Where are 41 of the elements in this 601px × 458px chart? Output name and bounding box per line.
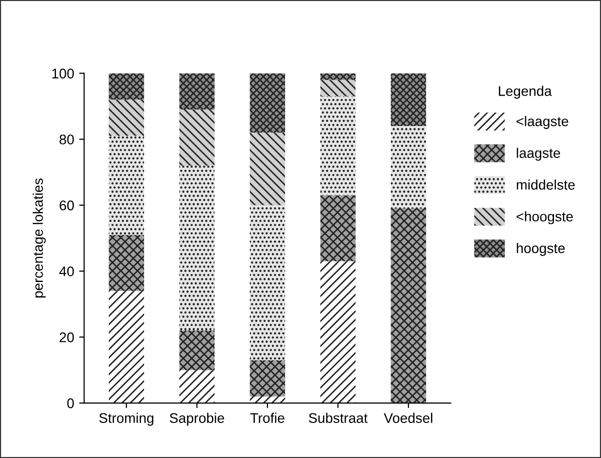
x-tick-label: Saprobie bbox=[170, 412, 224, 426]
bar bbox=[108, 136, 144, 235]
legend-label: middelste bbox=[516, 179, 575, 190]
y-tick-label: 20 bbox=[60, 332, 74, 342]
bar bbox=[250, 396, 286, 404]
bar bbox=[179, 110, 215, 166]
bar bbox=[179, 370, 215, 404]
bar bbox=[250, 132, 286, 206]
bar bbox=[320, 195, 356, 262]
bar bbox=[390, 73, 426, 126]
bar bbox=[108, 290, 144, 404]
bar bbox=[179, 166, 215, 330]
x-tick-label: Trofie bbox=[250, 412, 284, 423]
legend-label: <laagste bbox=[516, 116, 568, 129]
bar bbox=[320, 73, 356, 80]
bar bbox=[320, 80, 356, 96]
bar bbox=[108, 73, 144, 100]
bar bbox=[108, 234, 144, 291]
bar bbox=[320, 261, 356, 404]
legend-label: <hoogste bbox=[516, 211, 573, 224]
y-tick-label: 100 bbox=[52, 68, 74, 78]
bar bbox=[250, 73, 286, 133]
bar bbox=[390, 126, 426, 208]
legend-label: laagste bbox=[516, 148, 560, 161]
x-tick-label: Substraat bbox=[308, 412, 368, 423]
bar bbox=[320, 96, 356, 196]
bar bbox=[108, 100, 144, 136]
x-tick-label: Voedsel bbox=[384, 412, 432, 423]
bar bbox=[179, 73, 215, 110]
y-axis-title: percentage lokaties bbox=[32, 178, 46, 298]
y-tick-label: 80 bbox=[60, 134, 74, 144]
bar bbox=[250, 360, 286, 396]
legend-label: hoogste bbox=[516, 242, 565, 256]
bar bbox=[179, 330, 215, 370]
y-tick-label: 0 bbox=[67, 398, 74, 408]
x-tick-label: Stroming bbox=[99, 412, 154, 426]
bar bbox=[390, 208, 426, 404]
y-tick-label: 40 bbox=[59, 266, 74, 276]
legend-title: Legenda bbox=[498, 86, 552, 99]
y-tick-label: 60 bbox=[60, 200, 74, 210]
bar bbox=[250, 205, 286, 360]
